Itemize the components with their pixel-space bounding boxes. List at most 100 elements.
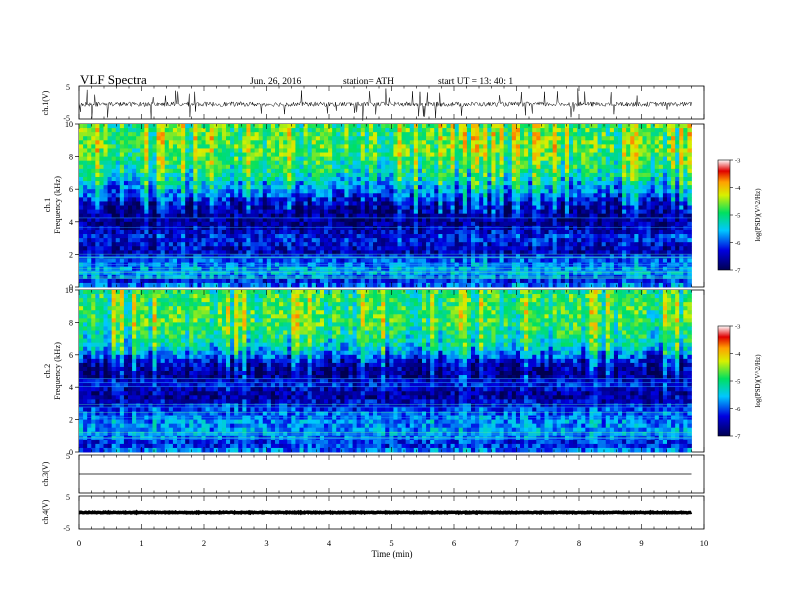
ch1-spectrogram-cell — [91, 140, 96, 145]
ch1-spectrogram-cell — [209, 197, 215, 202]
ch1-spectrogram-cell — [238, 238, 243, 243]
ch1-spectrogram-cell — [303, 225, 309, 231]
ch1-spectrogram-cell — [422, 282, 427, 288]
ch1-spectrogram-cell — [152, 176, 157, 182]
ch1-spectrogram-cell — [348, 128, 353, 133]
ch1-spectrogram-cell — [132, 197, 137, 202]
ch1-spectrogram-cell — [332, 124, 337, 129]
ch1-spectrogram-cell — [340, 176, 345, 182]
ch1-spectrogram-cell — [258, 185, 264, 190]
ch1-spectrogram-cell — [524, 229, 529, 235]
ch1-spectrogram-cell — [324, 225, 329, 231]
ch1-spectrogram-cell — [205, 201, 211, 206]
ch1-spectrogram-cell — [499, 282, 505, 288]
ch1-spectrogram-cell — [95, 250, 100, 255]
ch1-spectrogram-cell — [524, 152, 529, 158]
ch1-spectrogram-cell — [385, 185, 390, 190]
ch1-spectrogram-cell — [381, 201, 386, 206]
ch1-spectrogram-cell — [128, 172, 133, 178]
ch1-spectrogram-cell — [458, 242, 464, 247]
ch1-spectrogram-cell — [189, 221, 194, 227]
ch1-spectrogram-cell — [181, 176, 186, 182]
ch1-spectrogram-cell — [152, 282, 157, 288]
ch1-spectrogram-cell — [483, 213, 488, 219]
ch1-spectrogram-cell — [360, 193, 366, 198]
ch1-spectrogram-cell — [434, 209, 439, 215]
ch1-spectrogram-cell — [279, 201, 284, 206]
ch1-spectrogram-cell — [511, 152, 517, 158]
ch1-spectrogram-cell — [258, 176, 264, 182]
ch1-spectrogram-cell — [95, 140, 100, 145]
ch1-spectrogram-cell — [83, 221, 88, 227]
ch1-spectrogram-cell — [569, 148, 574, 153]
ch1-spectrogram-cell — [573, 181, 578, 186]
ch1-spectrogram-cell — [270, 221, 276, 227]
ch1-spectrogram-cell — [83, 205, 88, 210]
ch1-spectrogram-cell — [524, 164, 529, 170]
ch1-spectrogram-cell — [515, 176, 521, 182]
ch1-spectrogram-cell — [197, 205, 202, 210]
ch1-spectrogram-cell — [103, 234, 108, 239]
ch1-spectrogram-cell — [430, 246, 435, 251]
ch1-spectrogram-cell — [434, 128, 439, 133]
ch1-spectrogram-cell — [238, 217, 243, 223]
ch1-spectrogram-cell — [524, 282, 529, 288]
ch1-spectrogram-cell — [401, 193, 407, 198]
ch1-spectrogram-cell — [91, 144, 96, 149]
ch1-spectrogram-cell — [291, 278, 296, 284]
ch1-spectrogram-cell — [409, 185, 415, 190]
ch1-spectrogram-cell — [311, 282, 317, 288]
ch1-spectrogram-cell — [172, 209, 178, 215]
ch1-spectrogram-cell — [95, 185, 100, 190]
ch1-spectrogram-cell — [450, 201, 456, 206]
ch1-spectrogram-cell — [332, 152, 337, 158]
ch1-spectrogram-cell — [430, 234, 435, 239]
ch1-spectrogram-cell — [389, 185, 394, 190]
ch1-spectrogram-cell — [409, 181, 415, 186]
ch1-spectrogram-cell — [417, 140, 423, 145]
ch1-spectrogram-cell — [164, 282, 170, 288]
ch1-spectrogram-cell — [413, 229, 419, 235]
ch1-spectrogram-cell — [270, 229, 276, 235]
ch1-spectrogram-cell — [91, 132, 96, 137]
ch1-spectrogram-cell — [99, 242, 104, 247]
ch1-spectrogram-cell — [217, 250, 223, 255]
ch1-spectrogram-cell — [458, 152, 464, 158]
ch1-spectrogram-cell — [577, 160, 582, 166]
ch1-spectrogram-cell — [569, 250, 574, 255]
ch1-spectrogram-cell — [544, 278, 549, 284]
ch1-spectrogram-cell — [581, 238, 586, 243]
ch1-spectrogram-cell — [332, 221, 337, 227]
ch1-spectrogram-cell — [381, 160, 386, 166]
ch1-spectrogram-cell — [401, 136, 407, 141]
ch1-spectrogram-cell — [201, 234, 206, 239]
ch1-spectrogram-cell — [434, 181, 439, 186]
ch1-spectrogram-cell — [573, 124, 578, 129]
ch1-spectrogram-cell — [397, 282, 402, 288]
ch1-spectrogram-cell — [405, 189, 411, 194]
ch1-spectrogram-cell — [389, 144, 394, 149]
ch1-spectrogram-cell — [413, 205, 419, 210]
ch1-spectrogram-cell — [438, 197, 443, 202]
ch1-spectrogram-cell — [377, 128, 382, 133]
ch1-spectrogram-cell — [152, 246, 157, 251]
ch1-spectrogram-cell — [499, 148, 505, 153]
ch1-spectrogram-cell — [205, 242, 211, 247]
ch1-spectrogram-cell — [454, 132, 460, 137]
ch1-spectrogram-cell — [483, 258, 488, 263]
ch1-spectrogram-cell — [246, 185, 251, 190]
ch1-spectrogram-cell — [242, 168, 247, 174]
ch1-spectrogram-cell — [328, 128, 333, 133]
ch1-spectrogram-cell — [417, 132, 423, 137]
ch1-spectrogram-cell — [426, 209, 431, 215]
ch1-spectrogram-cell — [270, 140, 276, 145]
ch1-spectrogram-cell — [234, 164, 239, 170]
ch1-spectrogram-cell — [197, 250, 202, 255]
ch1-spectrogram-cell — [95, 136, 100, 141]
ch1-spectrogram-cell — [315, 148, 321, 153]
ch1-spectrogram-cell — [381, 132, 386, 137]
ch1-spectrogram-cell — [585, 124, 590, 129]
ch1-spectrogram-cell — [491, 172, 496, 178]
ch1-spec-ylabel: Frequency (kHz) — [52, 176, 62, 234]
ch1-spectrogram-cell — [193, 168, 198, 174]
